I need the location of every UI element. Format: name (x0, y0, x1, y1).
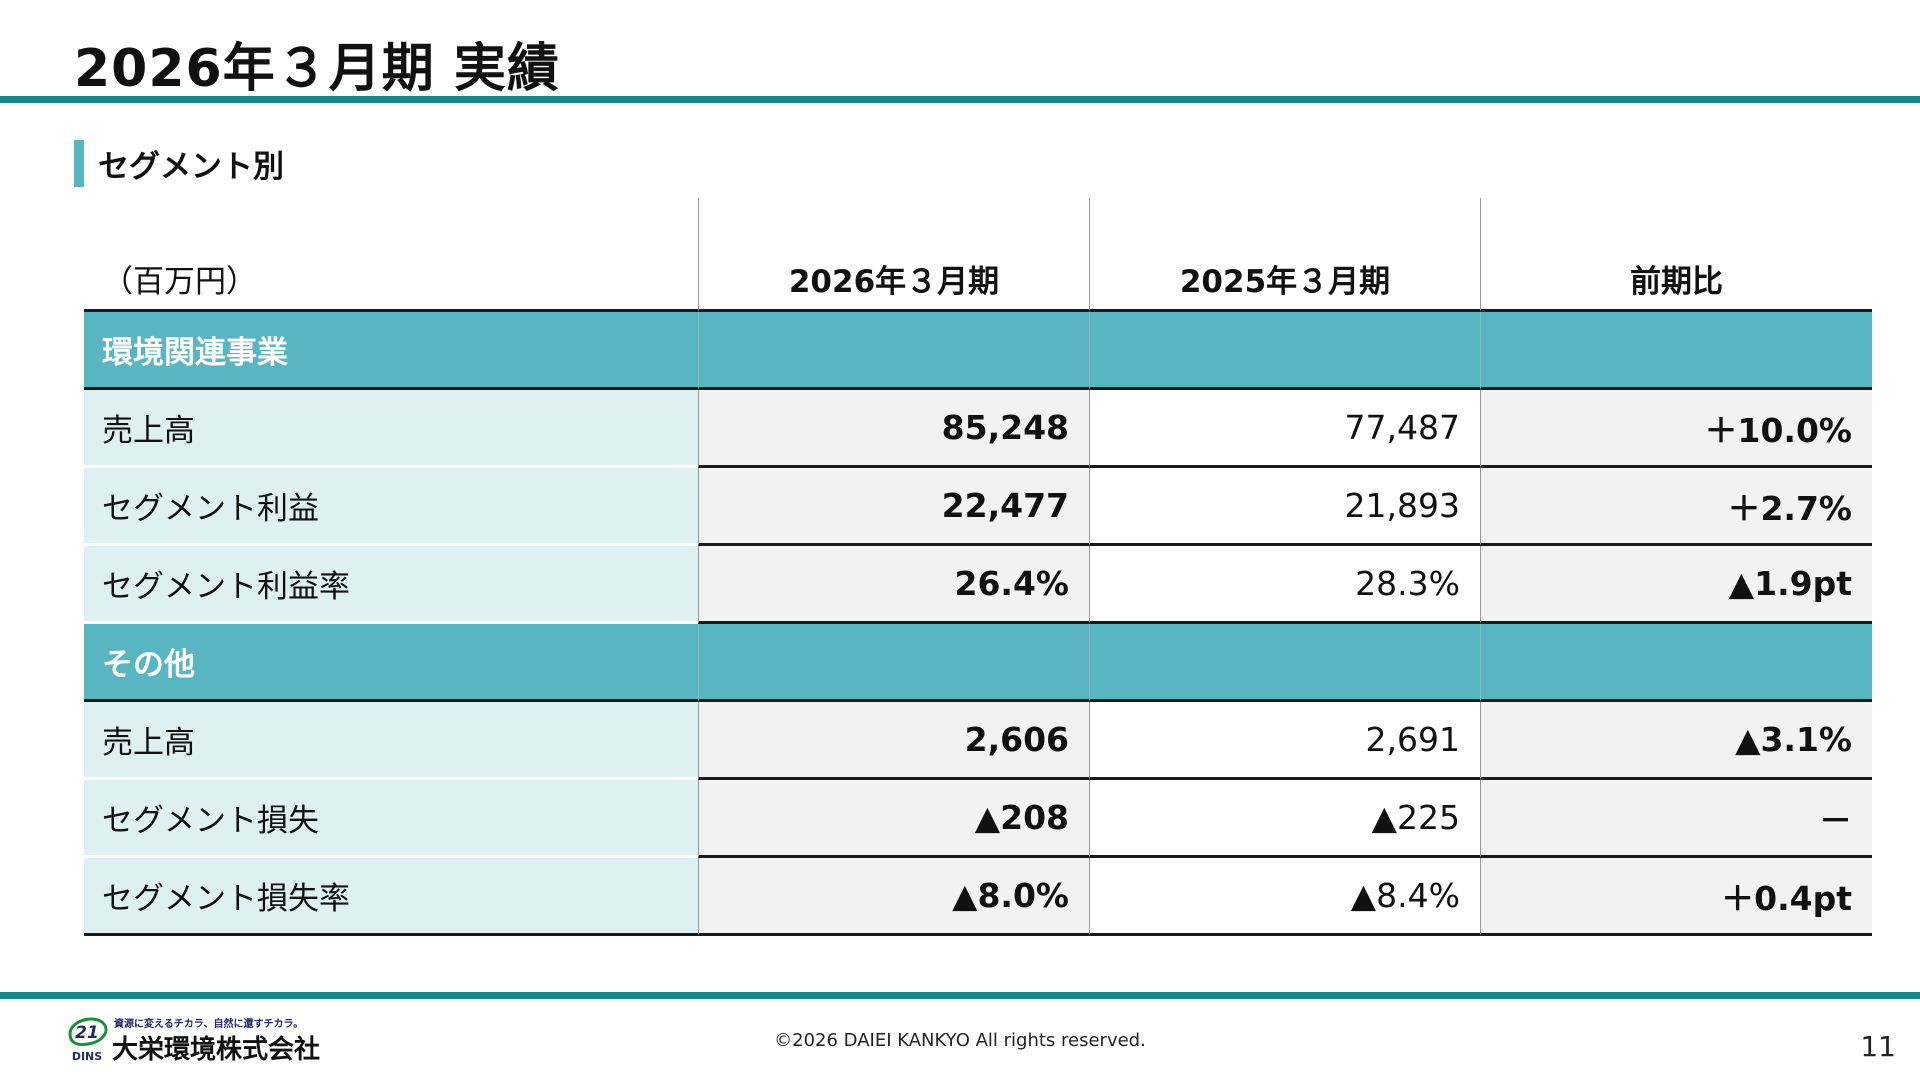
footer-rule (0, 992, 1920, 999)
title-rule (0, 96, 1920, 103)
row-label: 売上高 (84, 390, 698, 468)
yoy-value: － (1480, 780, 1872, 858)
logo-emblem: 21 DINS (68, 1017, 108, 1063)
previous-value: ▲8.4% (1089, 858, 1480, 936)
company-name: 大栄環境株式会社 (112, 1034, 320, 1064)
previous-value: 28.3% (1089, 546, 1480, 624)
table-header-row: （百万円） 2026年３月期 2025年３月期 前期比 (84, 198, 1872, 312)
segment-name: 環境関連事業 (84, 312, 698, 390)
current-value: 85,248 (698, 390, 1089, 468)
segment-header-row: その他 (84, 624, 1872, 702)
column-header-yoy: 前期比 (1480, 198, 1872, 312)
yoy-value: ＋0.4pt (1480, 858, 1872, 936)
previous-value: 77,487 (1089, 390, 1480, 468)
table-row: 売上高 2,606 2,691 ▲3.1% (84, 702, 1872, 780)
row-label: セグメント利益 (84, 468, 698, 546)
page-number: 11 (1860, 1030, 1896, 1063)
section-heading: セグメント別 (74, 140, 284, 187)
current-value: 2,606 (698, 702, 1089, 780)
segment-name: その他 (84, 624, 698, 702)
table-row: セグメント損失率 ▲8.0% ▲8.4% ＋0.4pt (84, 858, 1872, 936)
current-value: 26.4% (698, 546, 1089, 624)
segment-header-row: 環境関連事業 (84, 312, 1872, 390)
row-label: 売上高 (84, 702, 698, 780)
column-header-current: 2026年３月期 (698, 198, 1089, 312)
row-label: セグメント損失率 (84, 858, 698, 936)
unit-label: （百万円） (84, 198, 698, 312)
logo-tagline: 資源に変えるチカラ、自然に還すチカラ。 (114, 1017, 303, 1030)
yoy-value: ▲3.1% (1480, 702, 1872, 780)
column-header-previous: 2025年３月期 (1089, 198, 1480, 312)
current-value: ▲8.0% (698, 858, 1089, 936)
copyright-text: ©2026 DAIEI KANKYO All rights reserved. (774, 1030, 1146, 1051)
table-row: セグメント利益率 26.4% 28.3% ▲1.9pt (84, 546, 1872, 624)
segment-header-cell (1089, 624, 1480, 702)
segment-header-cell (1089, 312, 1480, 390)
logo-sub: DINS (72, 1050, 102, 1063)
section-marker (74, 140, 84, 187)
row-label: セグメント利益率 (84, 546, 698, 624)
segment-table: （百万円） 2026年３月期 2025年３月期 前期比 環境関連事業 売上高 8… (84, 198, 1872, 936)
segment-header-cell (1480, 312, 1872, 390)
yoy-value: ＋2.7% (1480, 468, 1872, 546)
previous-value: ▲225 (1089, 780, 1480, 858)
logo-mark: 21 (75, 1023, 99, 1043)
yoy-value: ＋10.0% (1480, 390, 1872, 468)
table-row: セグメント利益 22,477 21,893 ＋2.7% (84, 468, 1872, 546)
previous-value: 21,893 (1089, 468, 1480, 546)
table-row: 売上高 85,248 77,487 ＋10.0% (84, 390, 1872, 468)
row-label: セグメント損失 (84, 780, 698, 858)
company-logo: 21 DINS 資源に変えるチカラ、自然に還すチカラ。 大栄環境株式会社 (68, 1017, 320, 1064)
section-label: セグメント別 (98, 149, 284, 185)
segment-header-cell (1480, 624, 1872, 702)
current-value: ▲208 (698, 780, 1089, 858)
segment-header-cell (698, 312, 1089, 390)
table-row: セグメント損失 ▲208 ▲225 － (84, 780, 1872, 858)
yoy-value: ▲1.9pt (1480, 546, 1872, 624)
segment-header-cell (698, 624, 1089, 702)
previous-value: 2,691 (1089, 702, 1480, 780)
current-value: 22,477 (698, 468, 1089, 546)
slide-title: 2026年３月期 実績 (74, 39, 560, 99)
